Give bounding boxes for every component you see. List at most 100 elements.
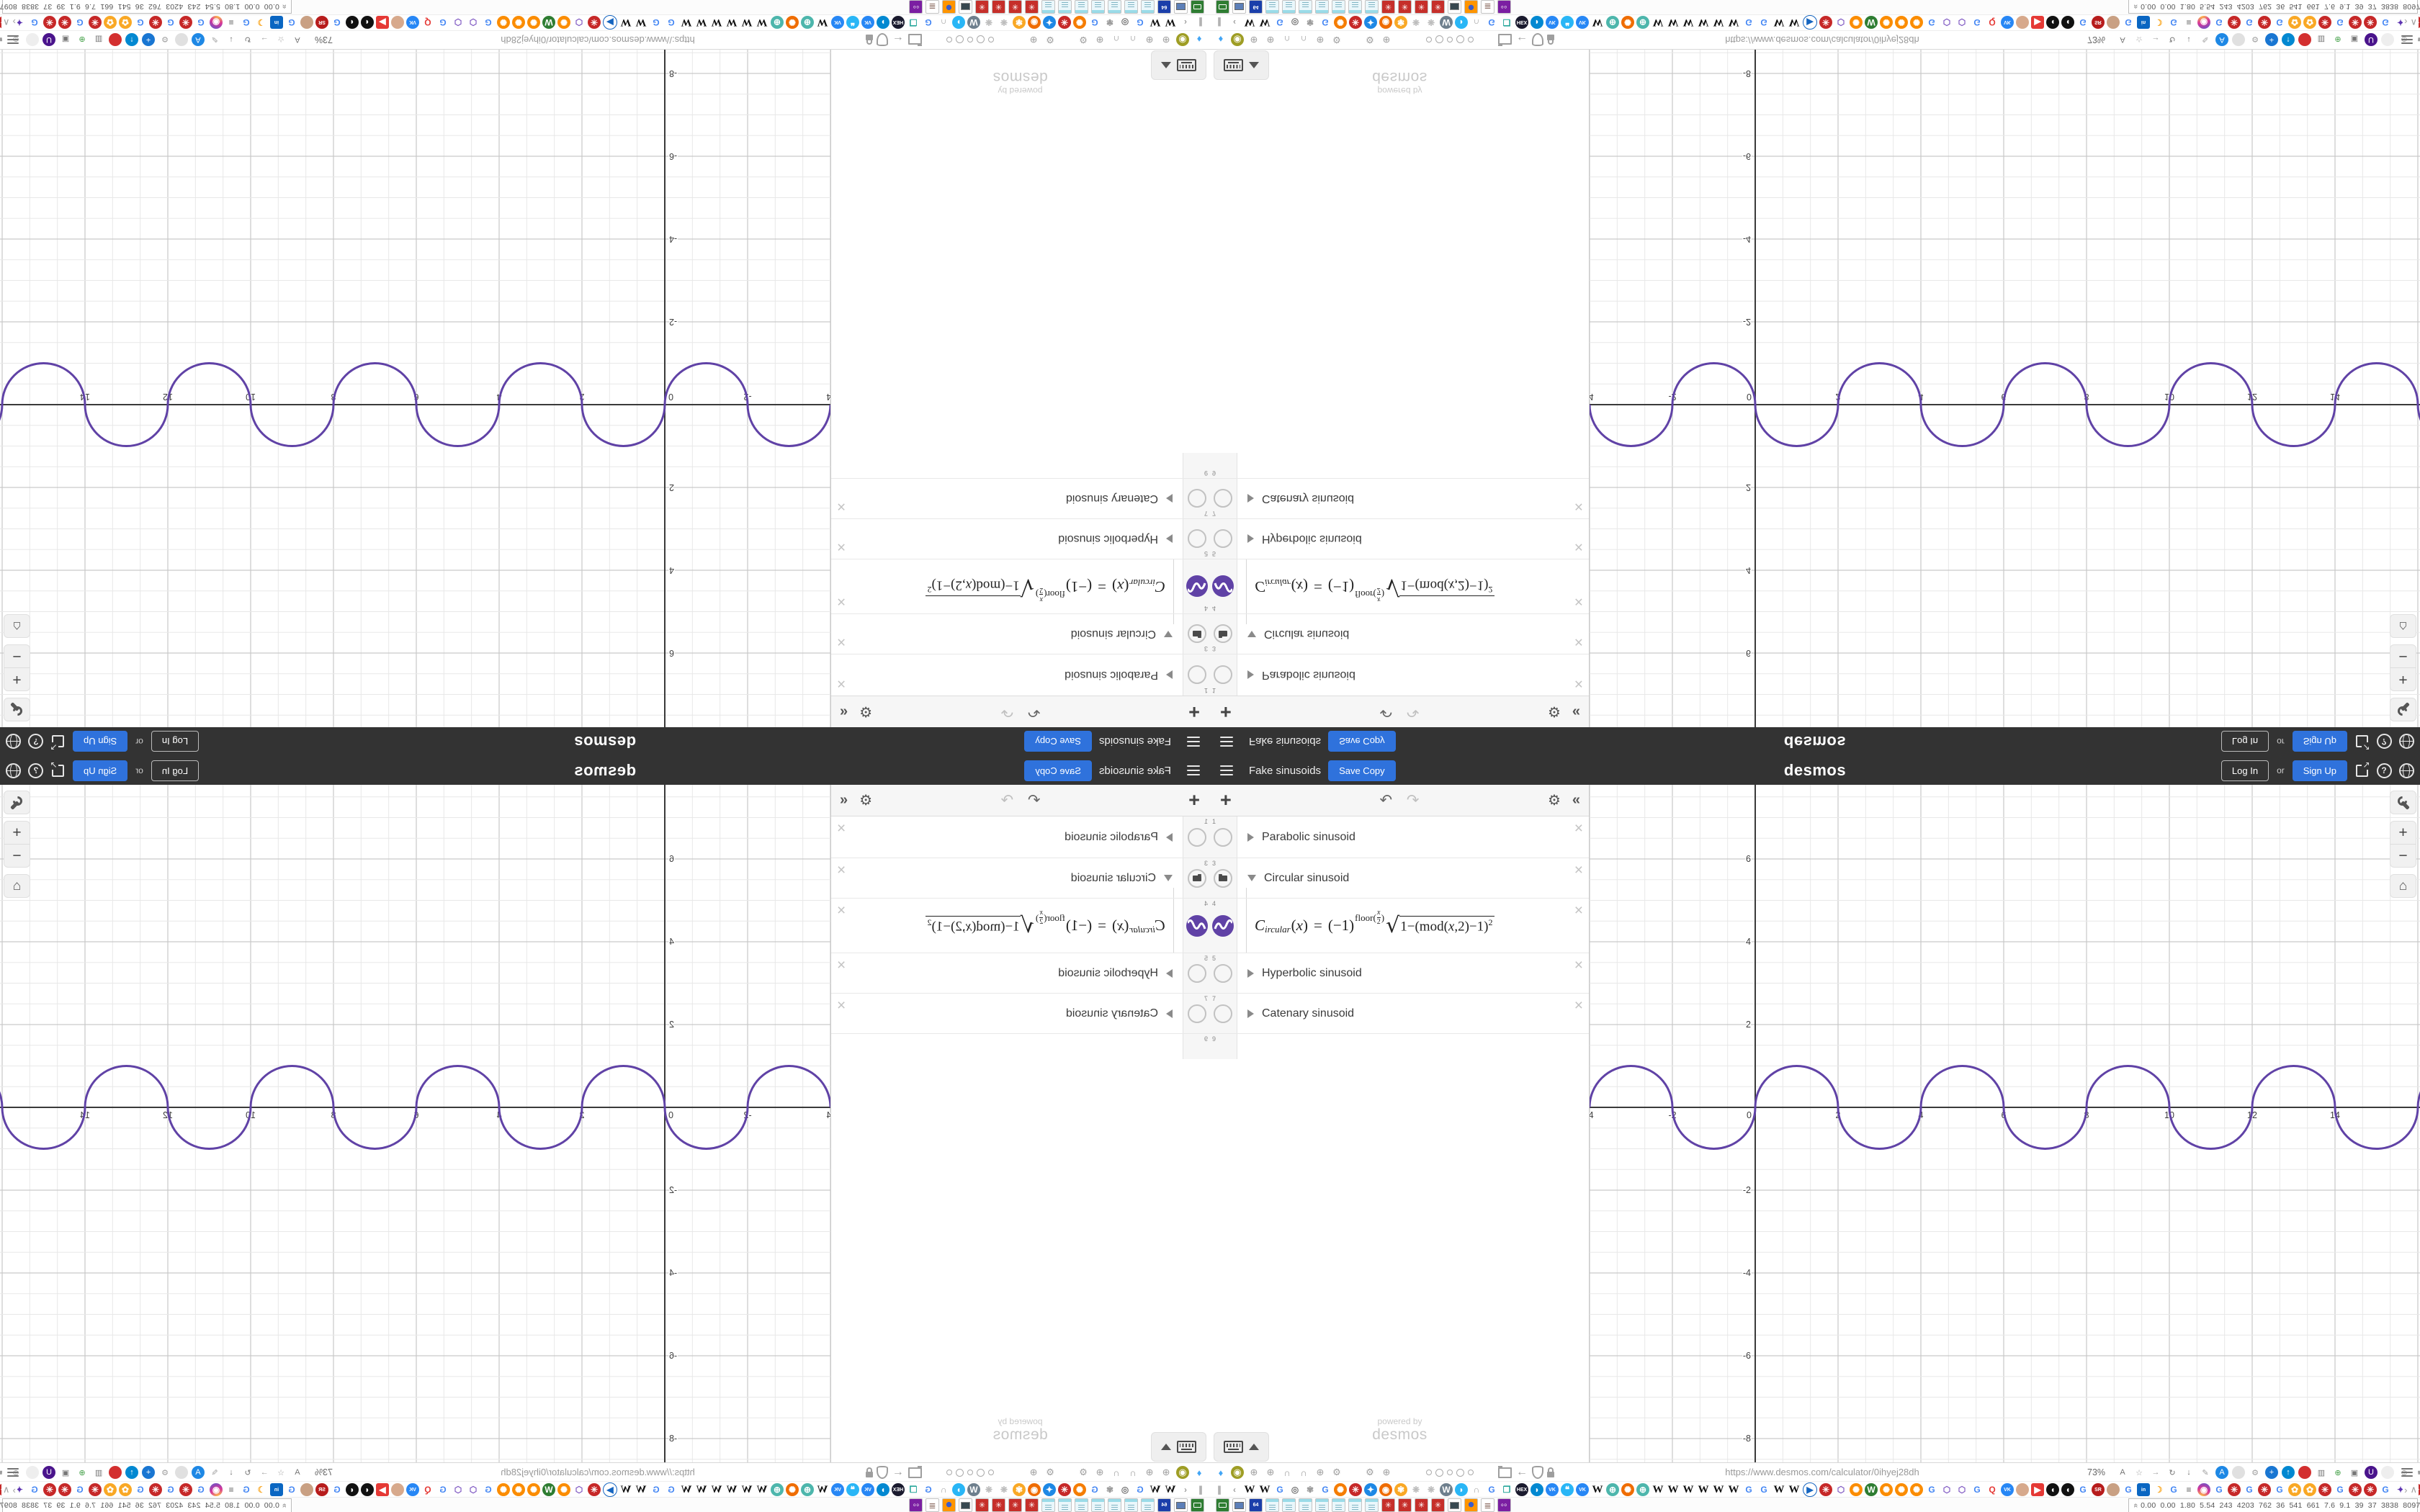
folder-icon-collapsed[interactable] bbox=[1188, 665, 1206, 685]
favicon[interactable]: W bbox=[726, 1483, 738, 1495]
favicon[interactable]: W bbox=[756, 1483, 768, 1495]
favicon[interactable]: W bbox=[741, 1483, 753, 1495]
favicon[interactable]: ∩ bbox=[1300, 34, 1307, 45]
folder-toggle-arrow[interactable] bbox=[1164, 631, 1173, 637]
favicon[interactable]: ▣ bbox=[2350, 35, 2359, 44]
favicon[interactable]: W bbox=[1865, 16, 1878, 29]
favicon[interactable]: G bbox=[2246, 17, 2253, 27]
collapse-panel-button[interactable]: « bbox=[840, 704, 848, 720]
folder-toggle-arrow[interactable] bbox=[1247, 1009, 1254, 1018]
dock-pc2-icon[interactable] bbox=[1448, 0, 1461, 14]
favicon[interactable]: G bbox=[1488, 1485, 1495, 1495]
folder-icon-collapsed[interactable] bbox=[1214, 827, 1232, 847]
favicon[interactable]: W bbox=[1773, 17, 1785, 29]
favicon[interactable]: ⬡ bbox=[469, 17, 478, 27]
row-gutter[interactable]: 4 bbox=[1183, 899, 1210, 953]
favicon[interactable]: Q bbox=[424, 17, 431, 27]
favicon[interactable]: ⊕ bbox=[1382, 35, 1391, 45]
favicon[interactable]: ◉ bbox=[2197, 16, 2210, 29]
folder-icon[interactable] bbox=[1498, 1465, 1512, 1478]
log-in-button[interactable]: Log In bbox=[2220, 731, 2269, 752]
favicon[interactable]: W bbox=[620, 17, 632, 29]
favicon[interactable]: ∩ bbox=[1283, 1467, 1291, 1478]
favicon[interactable]: ⊕ bbox=[1250, 35, 1258, 45]
favicon[interactable]: ⚙ bbox=[161, 1468, 169, 1477]
favicon[interactable]: ‹ bbox=[1184, 17, 1187, 27]
bookmarks-overflow-icon[interactable]: › bbox=[2404, 1484, 2408, 1495]
favicon[interactable]: A bbox=[2215, 33, 2228, 46]
favicon[interactable]: ✳ bbox=[2364, 1483, 2377, 1496]
favicon[interactable]: ✺ bbox=[1621, 1483, 1634, 1496]
favicon[interactable]: G bbox=[2246, 1485, 2253, 1495]
favicon[interactable]: ✺ bbox=[527, 1483, 540, 1496]
main-menu-icon[interactable] bbox=[1220, 770, 1233, 771]
favicon[interactable]: ✦ bbox=[2396, 1485, 2405, 1495]
favicon[interactable]: ◖ bbox=[361, 1483, 374, 1496]
favicon[interactable]: G bbox=[167, 1485, 174, 1495]
dock-gear-icon[interactable]: ✳ bbox=[1431, 0, 1445, 14]
favicon[interactable]: ∩ bbox=[1283, 34, 1291, 45]
favicon[interactable]: ⊕ bbox=[771, 1483, 784, 1496]
dock-floppy-icon[interactable]: 64 bbox=[1249, 0, 1263, 14]
favicon[interactable]: ⊕ bbox=[1095, 1467, 1104, 1477]
folder-title[interactable]: Catenary sinusoid bbox=[1262, 492, 1355, 505]
favicon[interactable]: ❋ bbox=[985, 17, 993, 27]
dock-reader-icon[interactable] bbox=[1216, 0, 1229, 14]
dock-owl-icon[interactable]: oo bbox=[1497, 0, 1511, 14]
folder-icon-collapsed[interactable] bbox=[1214, 963, 1232, 983]
favicon[interactable]: G bbox=[1488, 17, 1495, 27]
stats-chevron-icon[interactable]: « bbox=[279, 1503, 289, 1508]
favicon[interactable]: in bbox=[2137, 1483, 2150, 1496]
row-gutter[interactable]: 1 bbox=[1210, 816, 1237, 858]
favicon[interactable]: W bbox=[681, 1483, 692, 1495]
folder-icon[interactable] bbox=[908, 1467, 922, 1478]
tab-dot[interactable] bbox=[1456, 35, 1464, 44]
favicon[interactable]: ✳ bbox=[149, 1483, 162, 1496]
favicon[interactable]: ◗ bbox=[952, 1483, 965, 1496]
favicon[interactable]: ∩ bbox=[1473, 1485, 1480, 1495]
row-gutter[interactable]: 1 bbox=[1210, 654, 1237, 696]
dock-scroll-icon[interactable]: ≣ bbox=[926, 1498, 939, 1512]
favicon[interactable]: ⊕ bbox=[2334, 1468, 2341, 1477]
dock-gear-icon[interactable]: ✳ bbox=[1415, 1498, 1428, 1512]
folder-row[interactable]: 5 Hyperbolic sinusoid × bbox=[831, 953, 1210, 994]
folder-row[interactable]: 3 Circular sinusoid × bbox=[1210, 858, 1589, 899]
dock-note-icon[interactable] bbox=[1124, 0, 1138, 14]
row-gutter[interactable]: 3 bbox=[1183, 858, 1210, 898]
favicon[interactable]: W bbox=[1440, 1483, 1453, 1496]
favicon[interactable]: ✾ bbox=[1106, 17, 1114, 27]
tab-dot[interactable] bbox=[1447, 1470, 1453, 1475]
graph-settings-button[interactable] bbox=[2390, 791, 2416, 814]
folder-title[interactable]: Catenary sinusoid bbox=[1262, 1007, 1355, 1020]
remove-row-button[interactable]: × bbox=[1574, 902, 1583, 919]
folder-icon-open[interactable] bbox=[1214, 624, 1232, 644]
favicon[interactable]: ✺ bbox=[1880, 16, 1893, 29]
dock-note-icon[interactable] bbox=[1058, 1498, 1072, 1512]
address-bar-url[interactable]: https://www.desmos.com/calculator/0ihyej… bbox=[501, 35, 695, 45]
folder-row[interactable]: 1 Parabolic sinusoid × bbox=[1210, 816, 1589, 858]
favicon[interactable]: VK bbox=[1546, 1483, 1559, 1496]
remove-row-button[interactable]: × bbox=[837, 862, 846, 878]
favicon[interactable]: ☽ bbox=[2154, 17, 2163, 27]
dock-note-icon[interactable] bbox=[1299, 0, 1312, 14]
favicon[interactable]: ◉ bbox=[1231, 1466, 1244, 1479]
favicon[interactable]: ✾ bbox=[1013, 1483, 1026, 1496]
favicon[interactable]: G bbox=[31, 1485, 38, 1495]
folder-title[interactable]: Hyperbolic sinusoid bbox=[1262, 966, 1362, 979]
folder-icon-collapsed[interactable] bbox=[1214, 489, 1232, 508]
address-bar-url[interactable]: https://www.desmos.com/calculator/0ihyej… bbox=[501, 1467, 695, 1477]
save-copy-button[interactable]: Save Copy bbox=[1328, 760, 1396, 781]
favicon[interactable] bbox=[2107, 16, 2120, 29]
folder-icon-collapsed[interactable] bbox=[1188, 963, 1206, 983]
zoom-in-button[interactable]: + bbox=[12, 824, 22, 841]
favicon[interactable]: W bbox=[1682, 1483, 1694, 1495]
folder-icon-open[interactable] bbox=[1214, 868, 1232, 888]
remove-row-button[interactable]: × bbox=[837, 634, 846, 650]
remove-row-button[interactable]: × bbox=[1574, 634, 1583, 650]
favicon[interactable]: G bbox=[1137, 17, 1144, 27]
favicon[interactable]: ‹ bbox=[1233, 1485, 1236, 1495]
dock-note-icon[interactable] bbox=[1282, 1498, 1296, 1512]
dock-fox-icon[interactable] bbox=[942, 1498, 956, 1512]
